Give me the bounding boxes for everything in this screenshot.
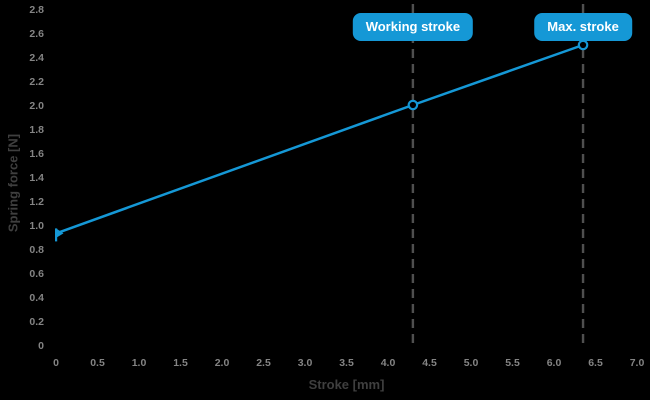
y-tick-label: 2.4: [29, 52, 44, 64]
series-line: [55, 43, 584, 235]
max-stroke-marker: [577, 39, 589, 51]
x-tick-label: 0.5: [90, 357, 105, 369]
y-tick-label: 2.2: [29, 76, 44, 88]
y-tick-label: 2.6: [29, 28, 44, 40]
start-marker: [56, 228, 64, 238]
x-tick-label: 2.5: [256, 357, 271, 369]
y-tick-label: 0.2: [29, 316, 44, 328]
working-stroke-marker: [407, 99, 419, 111]
y-axis-title: Spring force [N]: [5, 133, 21, 233]
x-tick-label: 3.0: [298, 357, 313, 369]
x-tick-label: 4.5: [422, 357, 437, 369]
y-tick-label: 1.4: [29, 172, 44, 184]
y-tick-label: 0: [38, 340, 44, 352]
x-axis-title: Stroke [mm]: [308, 377, 385, 392]
x-tick-label: 2.0: [215, 357, 230, 369]
x-tick-label: 5.5: [505, 357, 520, 369]
y-tick-label: 1.2: [29, 196, 44, 208]
x-tick-label: 6.5: [588, 357, 603, 369]
x-tick-label: 6.0: [547, 357, 562, 369]
working-stroke-label: Working stroke: [352, 13, 474, 41]
y-tick-label: 0.4: [29, 292, 44, 304]
y-tick-label: 0.8: [29, 244, 44, 256]
x-tick-label: 5.0: [464, 357, 479, 369]
x-tick-label: 3.5: [339, 357, 354, 369]
x-tick-label: 7.0: [630, 357, 645, 369]
y-tick-label: 2.0: [29, 100, 44, 112]
y-tick-label: 2.8: [29, 4, 44, 16]
max-stroke-label: Max. stroke: [534, 13, 632, 41]
y-tick-label: 0.6: [29, 268, 44, 280]
x-tick-label: 0: [53, 357, 59, 369]
y-tick-label: 1.0: [29, 220, 44, 232]
x-tick-label: 1.5: [173, 357, 188, 369]
y-tick-label: 1.6: [29, 148, 44, 160]
x-tick-label: 1.0: [132, 357, 147, 369]
y-tick-label: 1.8: [29, 124, 44, 136]
x-tick-label: 4.0: [381, 357, 396, 369]
